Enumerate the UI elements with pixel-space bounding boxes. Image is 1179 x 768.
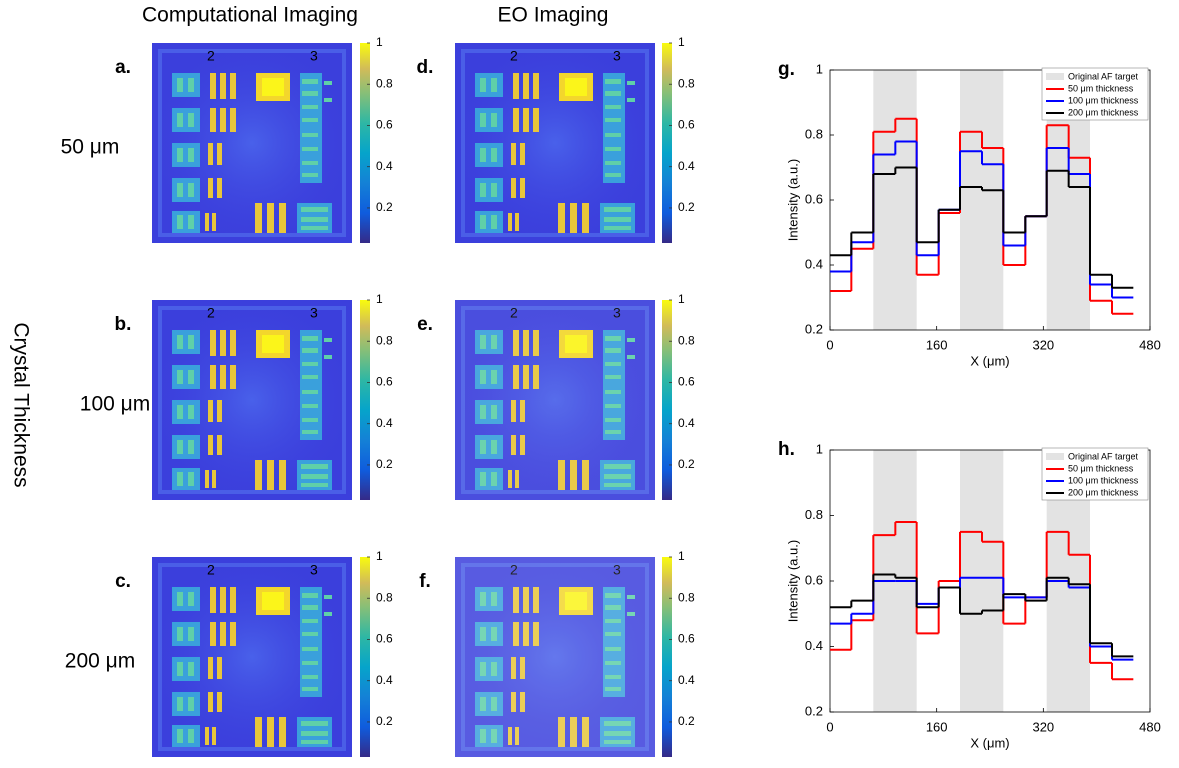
- x-tick-label: 160: [926, 719, 948, 734]
- legend-label: Original AF target: [1068, 451, 1139, 461]
- colorbar-tick-label: 0.8: [678, 76, 695, 90]
- colorbar: [662, 43, 672, 243]
- colorbar: [662, 300, 672, 500]
- row-label: 50 μm: [61, 136, 120, 159]
- shaded-region: [960, 450, 1004, 712]
- y-tick-label: 0.8: [805, 507, 823, 522]
- panel-label: e.: [417, 314, 433, 335]
- colorbar: [360, 43, 370, 243]
- panel-label: h.: [778, 439, 795, 460]
- colorbar-tick-label: 0.4: [678, 159, 695, 173]
- image-panels: [152, 43, 655, 757]
- colorbar-tick-label: 0.4: [678, 416, 695, 430]
- colorbar-tick-label: 1: [678, 549, 685, 563]
- colorbar-tick-label: 0.2: [376, 457, 393, 471]
- row-label: 100 μm: [80, 393, 150, 416]
- colorbar-tick-label: 0.2: [376, 714, 393, 728]
- y-tick-label: 1: [816, 61, 823, 76]
- y-tick-label: 0.6: [805, 191, 823, 206]
- column-title: Computational Imaging: [142, 4, 358, 27]
- y-tick-label: 0.2: [805, 321, 823, 336]
- x-tick-label: 320: [1032, 719, 1054, 734]
- colorbar-tick-label: 1: [678, 35, 685, 49]
- x-axis-label: X (μm): [970, 353, 1009, 368]
- colorbar-tick-label: 0.4: [376, 673, 393, 687]
- panel-label: c.: [115, 571, 131, 592]
- legend-swatch: [1046, 453, 1064, 460]
- legend-label: 200 μm thickness: [1068, 107, 1139, 117]
- colorbar-tick-label: 0.6: [678, 632, 695, 646]
- colorbar-tick-label: 0.6: [376, 118, 393, 132]
- legend-label: 100 μm thickness: [1068, 95, 1139, 105]
- colorbar-tick-label: 0.2: [678, 200, 695, 214]
- colorbar: [360, 557, 370, 757]
- x-tick-label: 0: [826, 719, 833, 734]
- heatmap-image: [152, 43, 352, 243]
- x-tick-label: 480: [1139, 337, 1161, 352]
- y-tick-label: 0.6: [805, 572, 823, 587]
- colorbar-tick-label: 0.4: [376, 416, 393, 430]
- colorbar-tick-label: 1: [678, 292, 685, 306]
- colorbar-tick-label: 0.8: [376, 590, 393, 604]
- panel-label: f.: [419, 571, 431, 592]
- colorbar-tick-label: 0.6: [376, 632, 393, 646]
- y-tick-label: 1: [816, 441, 823, 456]
- colorbar-tick-label: 1: [376, 549, 383, 563]
- colorbar-tick-label: 1: [376, 292, 383, 306]
- colorbar-tick-label: 0.8: [678, 333, 695, 347]
- series-line: [830, 573, 1134, 658]
- colorbar-tick-label: 0.8: [376, 333, 393, 347]
- y-axis-label: Intensity (a.u.): [785, 540, 800, 622]
- row-title: Crystal Thickness: [9, 322, 32, 487]
- legend-label: 100 μm thickness: [1068, 475, 1139, 485]
- shaded-region: [960, 70, 1004, 330]
- row-label: 200 μm: [65, 650, 135, 673]
- legend-label: 50 μm thickness: [1068, 83, 1134, 93]
- panel-label: d.: [417, 57, 434, 78]
- colorbar-tick-label: 0.6: [376, 375, 393, 389]
- panel-label: g.: [778, 59, 795, 80]
- colorbar-tick-label: 0.8: [376, 76, 393, 90]
- column-title: EO Imaging: [498, 4, 609, 27]
- legend-label: Original AF target: [1068, 71, 1139, 81]
- shaded-region: [873, 70, 917, 330]
- heatmap-image: [455, 43, 655, 243]
- heatmap-image: [455, 557, 655, 757]
- colorbar-tick-label: 0.2: [376, 200, 393, 214]
- panel-label: b.: [115, 314, 132, 335]
- legend-label: 200 μm thickness: [1068, 487, 1139, 497]
- series-line: [830, 166, 1134, 289]
- legend-swatch: [1046, 73, 1064, 80]
- x-tick-label: 320: [1032, 337, 1054, 352]
- colorbar: [360, 300, 370, 500]
- colorbar-tick-label: 0.4: [678, 673, 695, 687]
- heatmap-image: [455, 300, 655, 500]
- colorbar: [662, 557, 672, 757]
- x-tick-label: 480: [1139, 719, 1161, 734]
- legend-label: 50 μm thickness: [1068, 463, 1134, 473]
- heatmap-image: [152, 300, 352, 500]
- colorbar-tick-label: 0.8: [678, 590, 695, 604]
- y-tick-label: 0.4: [805, 256, 823, 271]
- colorbar-tick-label: 0.4: [376, 159, 393, 173]
- y-tick-label: 0.4: [805, 638, 823, 653]
- colorbar-tick-label: 0.2: [678, 714, 695, 728]
- x-axis-label: X (μm): [970, 735, 1009, 750]
- x-tick-label: 160: [926, 337, 948, 352]
- panel-label: a.: [115, 57, 131, 78]
- x-tick-label: 0: [826, 337, 833, 352]
- colorbar-tick-label: 0.6: [678, 375, 695, 389]
- colorbar-tick-label: 0.2: [678, 457, 695, 471]
- y-axis-label: Intensity (a.u.): [785, 159, 800, 241]
- y-tick-label: 0.2: [805, 703, 823, 718]
- heatmap-image: [152, 557, 352, 757]
- colorbar-tick-label: 1: [376, 35, 383, 49]
- y-tick-label: 0.8: [805, 126, 823, 141]
- colorbar-tick-label: 0.6: [678, 118, 695, 132]
